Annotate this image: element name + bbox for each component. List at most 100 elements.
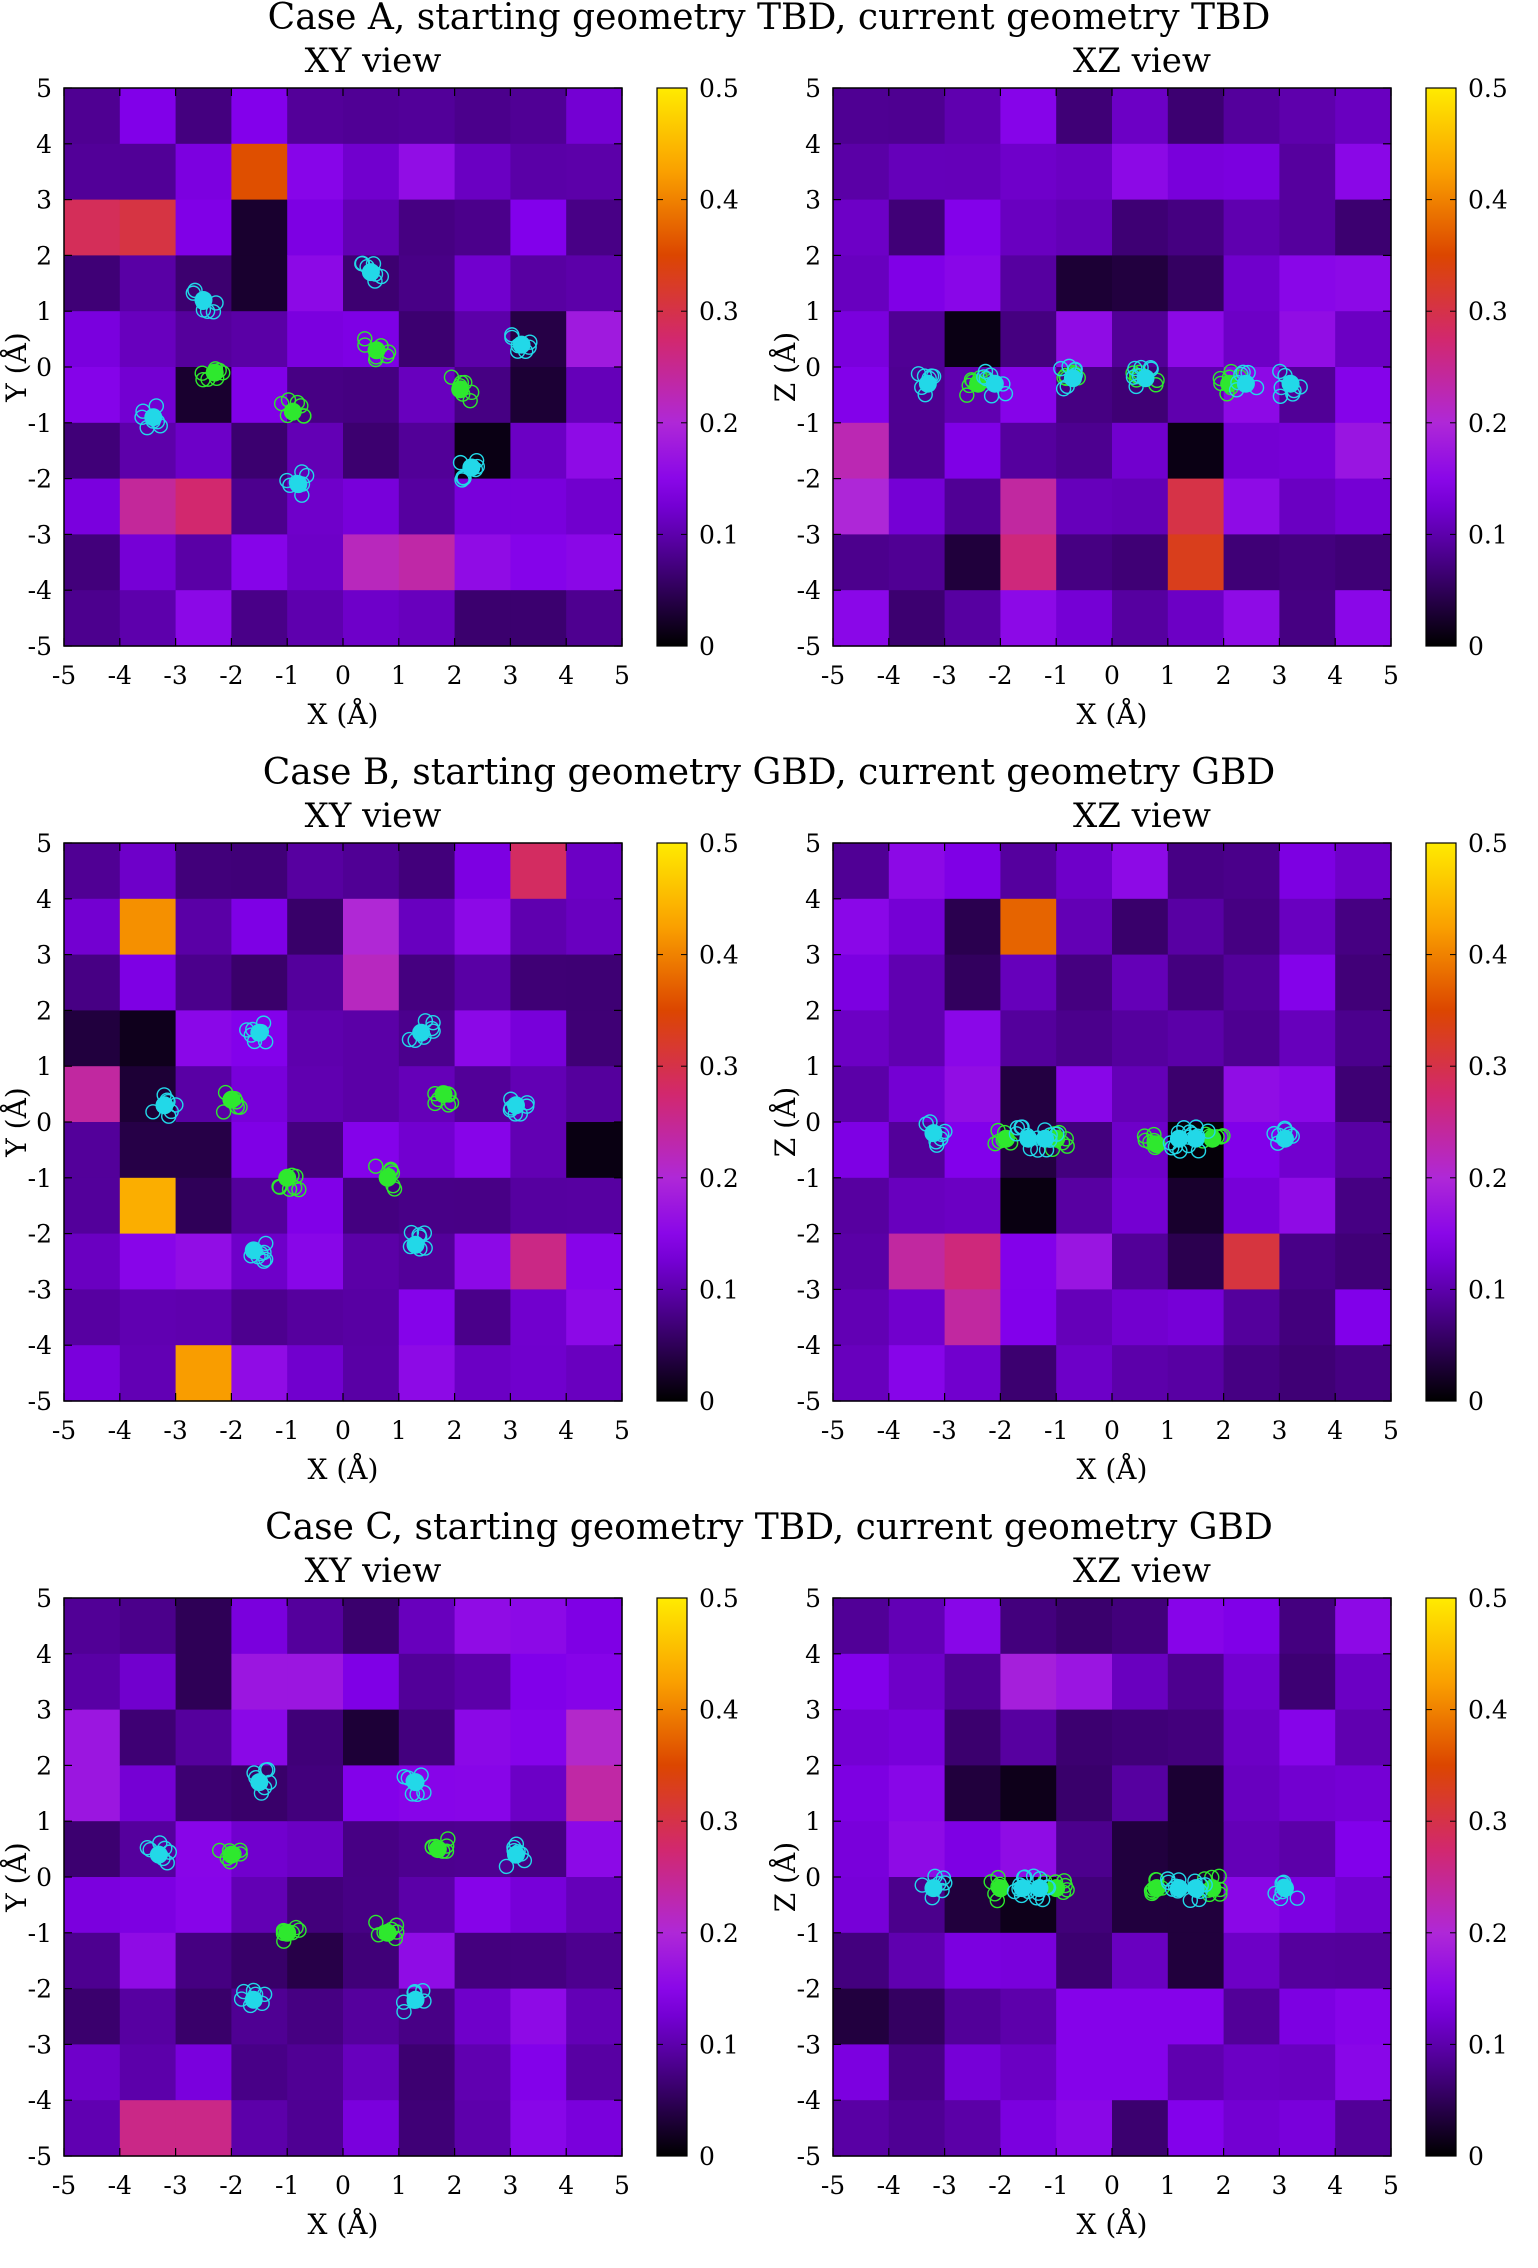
heatmap-cell [833,1598,890,1655]
x-tick-label: 0 [335,661,351,690]
heatmap-cell [1279,1598,1336,1655]
atom-green [194,361,231,388]
heatmap-cell [64,534,121,591]
heatmap-cell [944,1289,1001,1346]
heatmap-cell [833,1066,890,1123]
heatmap-cell [119,954,177,1011]
heatmap-cell [119,255,177,312]
heatmap-cell [1112,1653,1169,1711]
x-tick-label: -1 [275,1416,299,1445]
atom-cyan [279,464,315,503]
heatmap-cell [1000,255,1057,312]
heatmap-cell [1112,590,1169,647]
y-tick-label: 5 [805,829,821,858]
heatmap-cell [64,2044,121,2101]
heatmap-cell [1279,1988,1336,2045]
atom-cyan [239,1015,274,1050]
heatmap-cell [833,843,890,900]
heatmap-cell [398,1598,456,1655]
heatmap-cell [175,1877,232,1934]
heatmap-cell [510,1010,567,1067]
heatmap-cell [287,143,344,201]
heatmap-cell [1056,1653,1113,1711]
panel-title: XY view [305,796,442,836]
heatmap-cell [119,199,177,256]
atom-cyan [145,1087,184,1124]
heatmap-cell [454,1289,511,1346]
heatmap-cell [1000,367,1057,424]
atom-position-point [1036,1129,1055,1148]
heatmap-cell [119,88,177,145]
heatmap-cell [454,1765,511,1822]
heatmap-cell [944,1765,1001,1822]
heatmap-cell [1112,422,1169,480]
heatmap-cell [510,843,567,900]
colorbar-tick-label: 0 [1468,632,1484,661]
x-tick-label: -3 [932,2171,956,2200]
heatmap-cell [566,1709,623,1766]
heatmap-cell [1167,1598,1225,1655]
heatmap-cell [398,1709,456,1766]
heatmap-cell [64,1010,121,1067]
y-tick-label: 1 [805,297,821,326]
atom-green [983,1869,1010,1909]
x-tick-label: 1 [391,1416,407,1445]
heatmap-cell [1335,1877,1392,1934]
trajectory-point [416,1225,433,1241]
heatmap-cell [398,255,456,312]
x-tick-label: -3 [932,661,956,690]
heatmap-cell [1335,1709,1392,1766]
atom-cyan [914,1868,953,1906]
x-tick-label: -4 [877,2171,901,2200]
heatmap-cell [1112,1066,1169,1123]
y-tick-label: 2 [805,241,821,270]
x-tick-label: -5 [821,661,845,690]
x-tick-label: 5 [1383,661,1399,690]
heatmap-cell [64,1345,121,1402]
x-tick-label: 5 [614,661,630,690]
colorbar-tick-label: 0.4 [699,1696,739,1725]
heatmap-cell [231,1653,288,1711]
heatmap-cell [1112,954,1169,1011]
heatmap-cell [833,1709,890,1766]
heatmap-cell [1167,1289,1225,1346]
heatmap-cell [64,1233,121,1290]
heatmap-cell [1223,954,1280,1011]
heatmap-cell [398,367,456,424]
x-ticks: -5 -4 -3 -2 -1 0 1 2 3 4 5 [52,843,630,1445]
atom-position-point [149,1845,168,1864]
x-tick-label: 3 [1271,1416,1287,1445]
heatmap-cell [454,478,511,535]
x-tick-label: -4 [877,1416,901,1445]
y-ticks: -5 -4 -3 -2 -1 0 1 2 3 4 5 [797,1584,1391,2171]
heatmap-cell [1223,590,1280,647]
heatmap-cell [398,478,456,535]
heatmap-cell [944,1010,1001,1067]
heatmap-cell [398,1932,456,1990]
heatmap-cell [566,1066,623,1123]
heatmap-cell [454,1598,511,1655]
heatmap-cell [1000,1821,1057,1878]
heatmap-cell [287,1988,344,2045]
x-tick-label: 3 [1271,2171,1287,2200]
heatmap-cell [1167,143,1225,201]
heatmap-cell [175,1177,232,1235]
heatmap-cell [1279,143,1336,201]
x-tick-label: -1 [275,2171,299,2200]
heatmap-cell [64,1988,121,2045]
y-axis-label: Y (Å) [0,332,33,402]
heatmap-cell [510,199,567,256]
trajectory-point [1272,388,1289,404]
heatmap-cell [343,954,400,1011]
y-tick-label: 2 [805,996,821,1025]
y-tick-label: 4 [805,130,821,159]
heatmap-cell [1223,478,1280,535]
y-tick-label: -3 [28,1275,52,1304]
heatmap-cell [1167,1821,1225,1878]
x-tick-label: 4 [1327,2171,1343,2200]
y-tick-label: -4 [797,2086,821,2115]
heatmap-svg: -5 -4 -3 -2 -1 0 1 2 3 4 5 -5 -4 -3 -2 -1 0 1 2 3 4 5 X (Å) Y (… [0,41,739,731]
y-ticks: -5 -4 -3 -2 -1 0 1 2 3 4 5 [797,74,1391,661]
heatmap-cell [1000,898,1057,956]
heatmap-cell [1000,534,1057,591]
